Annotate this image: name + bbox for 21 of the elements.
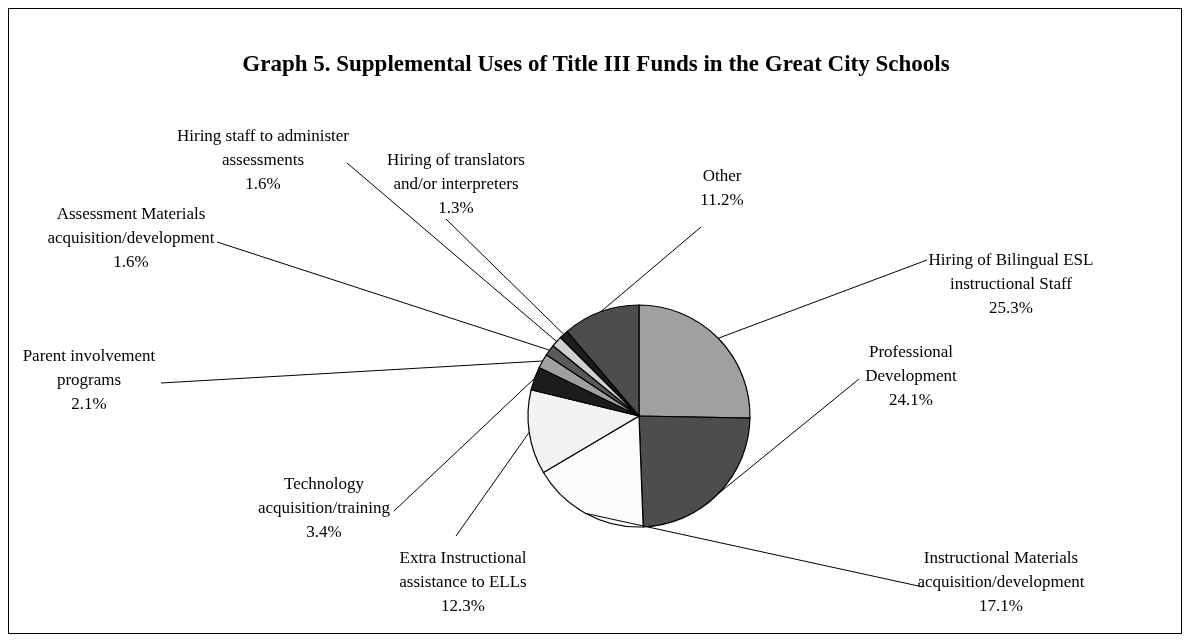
data-label: 24.1% [889, 390, 933, 409]
data-label: 1.6% [113, 252, 149, 271]
data-label: 12.3% [441, 596, 485, 615]
slice-label: Instructional Materials acquisition/development [917, 548, 1085, 591]
slice-label: Assessment Materials acquisition/development [47, 204, 215, 247]
data-label: 3.4% [306, 522, 342, 541]
data-label: 2.1% [71, 394, 107, 413]
slice-label: Other [702, 166, 742, 185]
data-label: 17.1% [979, 596, 1023, 615]
slice-label: Parent involvement programs [22, 346, 156, 389]
data-label: 25.3% [989, 298, 1033, 317]
slice-label: Hiring of translators and/or interpreters [387, 150, 525, 193]
slice-label: Extra Instructional assistance to ELLs [399, 548, 527, 591]
slice-label: Professional Development [865, 342, 958, 385]
slice-label: Technology acquisition/training [257, 474, 391, 517]
slice-label: Hiring staff to administer assessments [176, 126, 350, 169]
data-label: 11.2% [700, 190, 744, 209]
slice-label: Hiring of Bilingual ESL instructional Staff [928, 250, 1094, 293]
data-label: 1.6% [245, 174, 281, 193]
data-label: 1.3% [438, 198, 474, 217]
chart-title: Graph 5. Supplemental Uses of Title III Funds in the Great City Schools [241, 51, 951, 77]
